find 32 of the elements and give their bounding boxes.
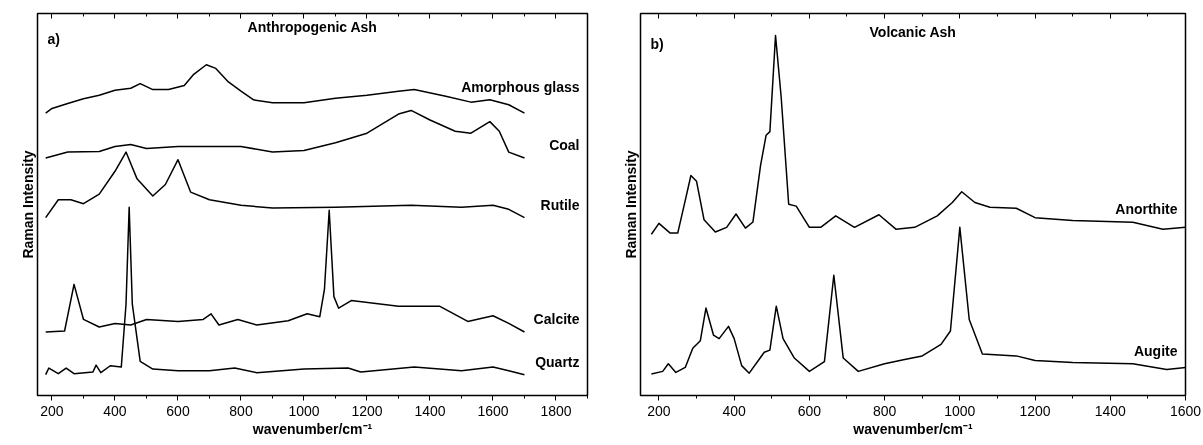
x-tick-label: 1600 bbox=[1169, 402, 1202, 419]
x-tick-label: 400 bbox=[103, 402, 127, 419]
series-label: Anorthite bbox=[1115, 201, 1178, 218]
x-tick-label: 1000 bbox=[288, 402, 320, 419]
series-label: Coal bbox=[549, 137, 580, 154]
x-tick-label: 1400 bbox=[1094, 402, 1127, 419]
series-label: Rutile bbox=[540, 196, 580, 213]
x-tick-label: 800 bbox=[229, 402, 253, 419]
x-tick-label: 200 bbox=[647, 402, 671, 419]
x-tick-label: 600 bbox=[797, 402, 822, 419]
series-label: Augite bbox=[1133, 342, 1178, 359]
series-label: Amorphous glass bbox=[461, 78, 580, 95]
x-tick-label: 1600 bbox=[477, 402, 509, 419]
series-label: Quartz bbox=[535, 353, 580, 370]
x-tick-label: 400 bbox=[722, 402, 747, 419]
text: a) bbox=[47, 30, 60, 47]
x-tick-label: 200 bbox=[40, 402, 64, 419]
x-tick-label: 1000 bbox=[944, 402, 976, 419]
y-axis-title: Raman Intensity bbox=[622, 150, 639, 259]
x-tick-label: 1400 bbox=[414, 402, 446, 419]
x-tick-label: 1800 bbox=[540, 402, 572, 419]
chart-title: Volcanic Ash bbox=[869, 23, 956, 40]
x-tick-label: 600 bbox=[166, 402, 190, 419]
x-tick-label: 1200 bbox=[1019, 402, 1051, 419]
series-label: Calcite bbox=[533, 311, 580, 328]
x-axis-title: wavenumber/cm⁻¹ bbox=[251, 420, 373, 437]
x-tick-label: 800 bbox=[872, 402, 897, 419]
x-axis-title: wavenumber/cm⁻¹ bbox=[852, 420, 974, 437]
annotation: b) bbox=[650, 35, 664, 52]
y-axis-title: Raman Intensity bbox=[19, 150, 36, 259]
chart-title: Anthropogenic Ash bbox=[247, 18, 377, 35]
x-tick-label: 1200 bbox=[351, 402, 383, 419]
